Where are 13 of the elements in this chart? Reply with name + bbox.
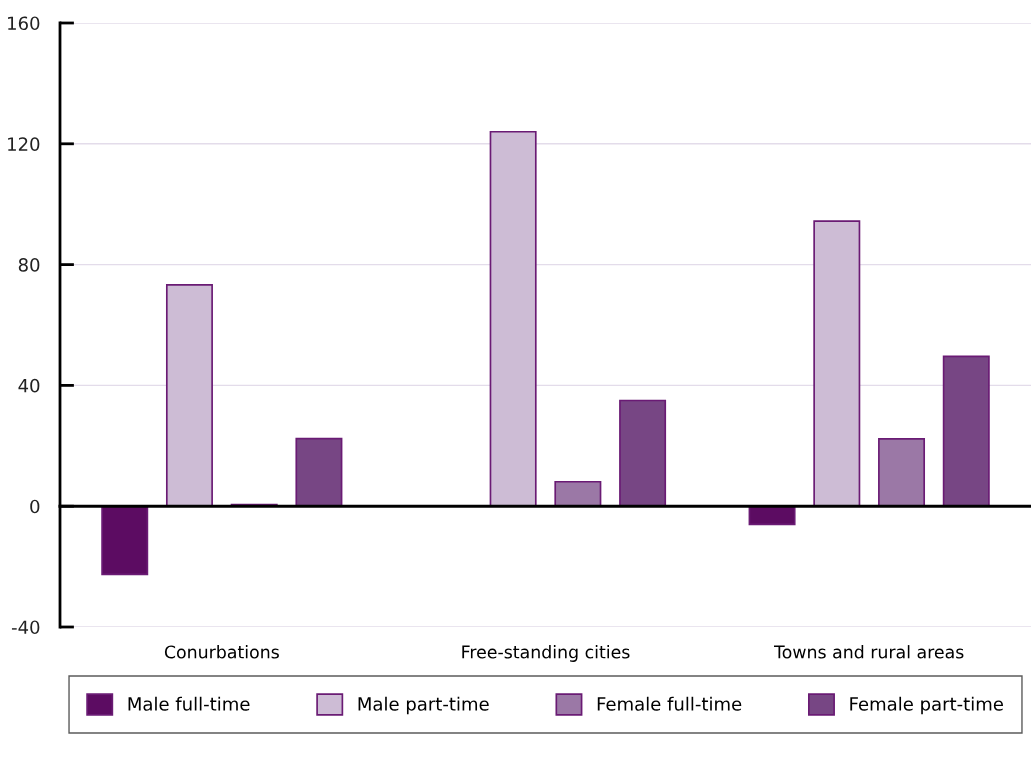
y-tick-label: 80 [18, 258, 40, 272]
x-tick-label: Free-standing cities [462, 645, 630, 662]
x-tick-label: Towns and rural areas [774, 645, 964, 659]
y-tick-label: 0 [30, 499, 40, 514]
y-tick-label: 160 [8, 16, 40, 31]
legend-label: Male part-time [358, 696, 489, 715]
legend-label: Female part-time [850, 696, 1003, 715]
legend-label: Male full-time [128, 696, 250, 711]
x-tick-label: Conurbations [164, 645, 279, 659]
legend-label: Female full-time [597, 696, 742, 711]
y-tick-label: -40 [11, 620, 40, 635]
y-tick-label: 40 [18, 378, 40, 393]
y-tick-label: 120 [8, 137, 40, 151]
